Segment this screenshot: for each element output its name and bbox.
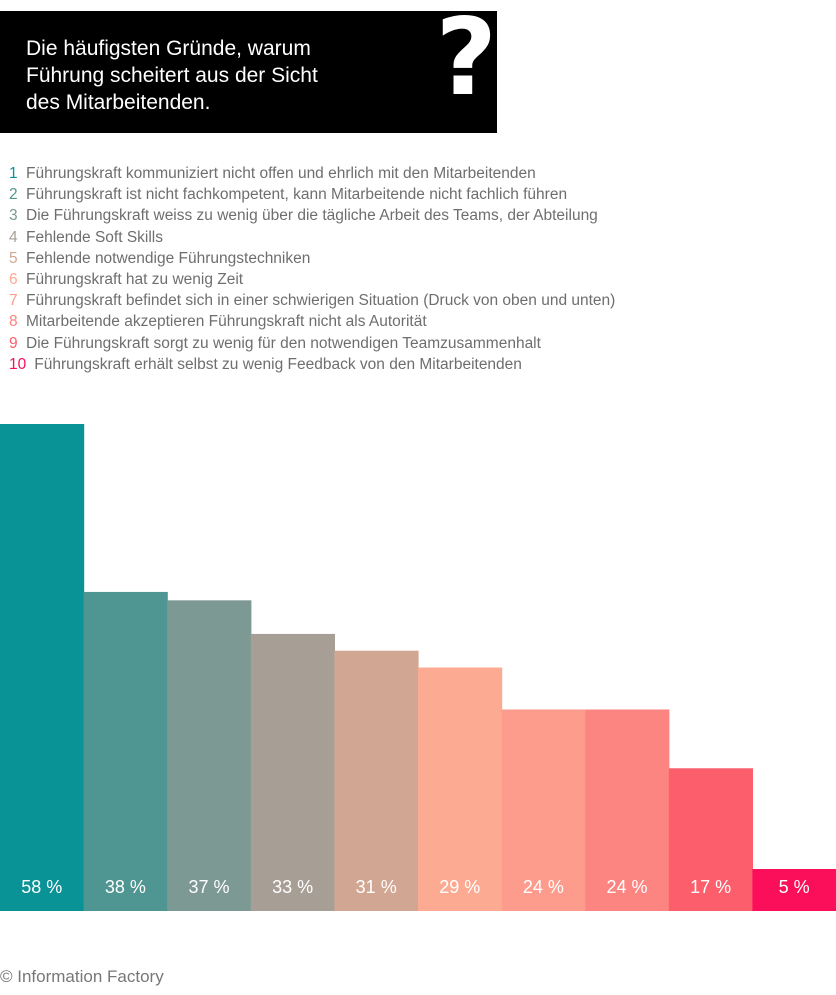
bar-6 [418,667,503,911]
legend-text: Führungskraft befindet sich in einer sch… [26,292,616,310]
copyright-footer: © Information Factory [0,967,164,986]
legend-text: Die Führungskraft weiss zu wenig über di… [26,207,598,225]
bar-1 [0,424,85,911]
legend-number: 10 [9,355,27,373]
legend-item: 10 Führungskraft erhält selbst zu wenig F… [9,354,615,375]
bar-value-label: 31 % [356,877,397,897]
bar-value-label: 24 % [523,877,564,897]
bar-2 [83,591,168,911]
legend-text: Führungskraft ist nicht fachkompetent, k… [26,186,568,204]
legend-item: 7 Führungskraft befindet sich in einer sc… [9,290,615,311]
bar-3 [167,600,252,911]
legend-text: Die Führungskraft sorgt zu wenig für den… [26,334,541,352]
bar-value-label: 17 % [690,877,731,897]
bar-7 [501,709,586,911]
bar-8 [585,709,670,911]
legend-number: 4 [9,228,18,246]
bar-value-label: 37 % [188,877,229,897]
chart-title: Die häufigsten Gründe, warum Führung sch… [26,37,318,114]
legend-number: 7 [9,292,18,310]
legend-text: Fehlende notwendige Führungstechniken [26,249,311,267]
bar-9 [668,768,753,911]
legend-item: 2 Führungskraft ist nicht fachkompetent, … [9,184,615,205]
question-mark-icon: ? [435,0,498,119]
legend-item: 5 Fehlende notwendige Führungstechniken [9,248,615,269]
legend-number: 8 [9,313,18,331]
legend-number: 2 [9,186,18,204]
legend-item: 9 Die Führungskraft sorgt zu wenig für de… [9,333,615,354]
legend-item: 6 Führungskraft hat zu wenig Zeit [9,269,615,290]
legend-text: Führungskraft erhält selbst zu wenig Fee… [34,355,522,373]
legend: 1 Führungskraft kommuniziert nicht offen … [9,163,615,375]
legend-text: Fehlende Soft Skills [26,228,163,246]
legend-number: 5 [9,249,18,267]
title-box: Die häufigsten Gründe, warum Führung sch… [0,5,497,133]
bar-value-label: 29 % [439,877,480,897]
bar-value-label: 58 % [21,877,62,897]
legend-text: Mitarbeitende akzeptieren Führungskraft … [26,313,427,331]
legend-number: 6 [9,271,18,289]
bar-10 [752,869,836,911]
legend-item: 1 Führungskraft kommuniziert nicht offen … [9,163,615,184]
bar-5 [334,650,419,911]
legend-item: 3 Die Führungskraft weiss zu wenig über d… [9,205,615,226]
legend-number: 3 [9,207,18,225]
legend-item: 8 Mitarbeitende akzeptieren Führungskraft… [9,311,615,332]
legend-text: Führungskraft hat zu wenig Zeit [26,271,244,289]
legend-number: 9 [9,334,18,352]
bar-value-label: 24 % [606,877,647,897]
legend-number: 1 [9,165,18,182]
bar-4 [250,633,335,911]
legend-text: Führungskraft kommuniziert nicht offen u… [26,165,536,182]
bar-value-label: 5 % [779,877,810,897]
bar-value-label: 38 % [105,877,146,897]
bar-value-label: 33 % [272,877,313,897]
legend-item: 4 Fehlende Soft Skills [9,227,615,248]
